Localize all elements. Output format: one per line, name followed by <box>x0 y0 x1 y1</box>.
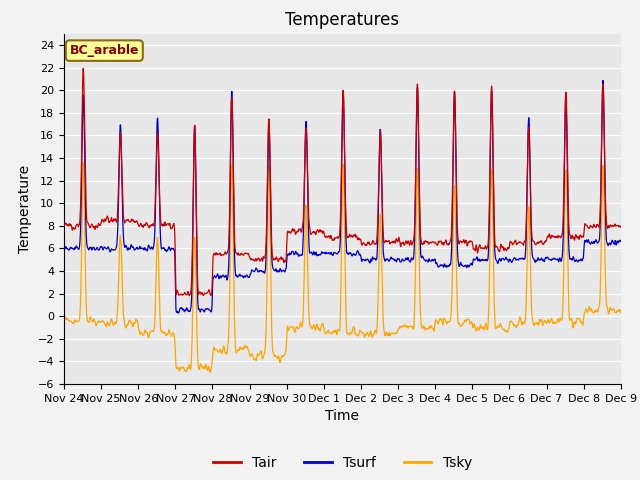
Tsky <box>206 369 214 375</box>
Tair <box>216 250 223 256</box>
Title: Temperatures: Temperatures <box>285 11 399 29</box>
Tsky <box>617 310 625 315</box>
Line: Tair: Tair <box>64 68 621 296</box>
Tsurf <box>617 238 625 243</box>
Tsky <box>568 318 576 324</box>
Tsky <box>359 330 367 336</box>
Tsky <box>505 326 513 332</box>
Tsurf <box>175 310 182 316</box>
Tair <box>359 240 367 246</box>
Tair <box>505 245 513 251</box>
Y-axis label: Temperature: Temperature <box>18 165 32 253</box>
Line: Tsky: Tsky <box>64 162 621 372</box>
Tsurf <box>216 275 223 280</box>
Tsky <box>371 327 379 333</box>
Tair <box>584 224 591 229</box>
Tsky <box>60 312 68 318</box>
Tsurf <box>60 245 68 251</box>
Tsurf <box>599 78 607 84</box>
Tsurf <box>568 257 575 263</box>
Tsky <box>216 348 223 354</box>
X-axis label: Time: Time <box>325 409 360 423</box>
Tair <box>371 241 379 247</box>
Tsurf <box>504 259 512 264</box>
Text: BC_arable: BC_arable <box>70 44 139 57</box>
Legend: Tair, Tsurf, Tsky: Tair, Tsurf, Tsky <box>207 450 477 475</box>
Tsky <box>79 159 87 165</box>
Tair <box>617 224 625 230</box>
Tair <box>568 232 576 238</box>
Tsurf <box>371 255 379 261</box>
Tair <box>186 293 193 299</box>
Tsky <box>584 309 591 315</box>
Tsurf <box>359 256 367 262</box>
Tsurf <box>584 239 591 245</box>
Tair <box>60 223 68 228</box>
Line: Tsurf: Tsurf <box>64 81 621 313</box>
Tair <box>79 65 87 71</box>
